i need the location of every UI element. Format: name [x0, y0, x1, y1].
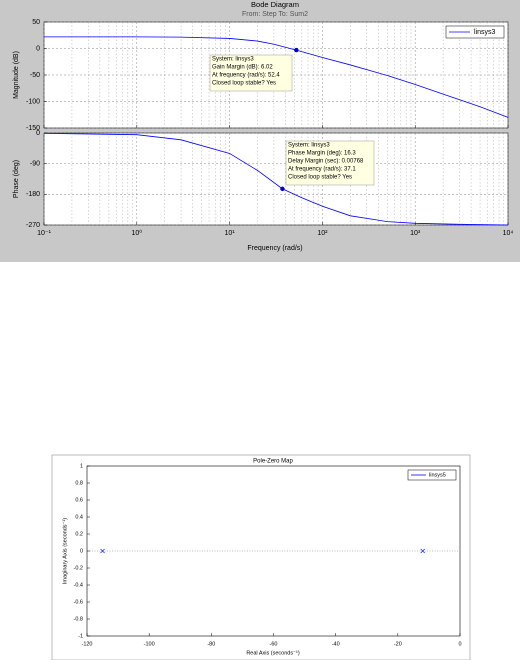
- y-tick-label: -1: [78, 633, 83, 639]
- datatip-box: [209, 54, 293, 92]
- chart-title: Bode Diagram: [251, 0, 299, 9]
- y-axis-label: Magnitude (dB): [13, 51, 20, 99]
- x-tick-label: 10²: [317, 230, 328, 237]
- x-tick-label: 10⁴: [503, 230, 514, 237]
- datatip-line: Gain Margin (dB): 6.02: [212, 65, 273, 71]
- y-tick-label: 0: [36, 45, 40, 52]
- x-tick-label: 0: [458, 641, 461, 647]
- y-tick-label: -270: [26, 222, 40, 229]
- x-tick-label: 10⁻¹: [37, 230, 51, 237]
- y-tick-label: 0.2: [75, 531, 83, 537]
- y-tick-label: -50: [30, 72, 40, 79]
- datatip-line: At frequency (rad/s): 52.4: [212, 73, 280, 79]
- x-tick-label: -100: [144, 641, 155, 647]
- y-tick-label: -0.2: [74, 565, 83, 571]
- y-tick-label: 0.6: [75, 497, 83, 503]
- datatip-line: At frequency (rad/s): 37.1: [288, 167, 356, 173]
- pole-marker: [420, 548, 425, 554]
- legend-label: linsys3: [474, 29, 496, 36]
- y-tick-label: 0: [36, 130, 40, 137]
- x-axis-label: Frequency (rad/s): [247, 245, 302, 252]
- datatip-line: Closed loop stable? Yes: [212, 81, 276, 87]
- y-tick-label: -0.4: [74, 582, 83, 588]
- y-tick-label: 50: [32, 19, 40, 26]
- pole-marker: [100, 548, 105, 554]
- margin-marker: [280, 186, 285, 192]
- y-tick-label: -180: [26, 191, 40, 198]
- datatip-line: Phase Margin (deg): 16.3: [288, 151, 356, 157]
- y-tick-label: -150: [26, 125, 40, 132]
- series-line: [44, 36, 509, 118]
- legend-box: [407, 469, 457, 481]
- y-axis-label: Phase (deg): [13, 160, 20, 198]
- y-tick-label: -0.6: [74, 599, 83, 605]
- datatip-line: Closed loop stable? Yes: [288, 175, 352, 181]
- x-tick-label: 10³: [410, 230, 421, 237]
- chart-subtitle: From: Step To: Sum2: [242, 11, 308, 18]
- margin-marker: [294, 47, 299, 53]
- x-axis-label: Real Axis (seconds⁻¹): [246, 650, 300, 656]
- y-tick-label: -0.8: [74, 616, 83, 622]
- x-tick-label: 10⁰: [132, 229, 143, 237]
- y-axis-label: Imaginary Axis (seconds⁻¹): [62, 518, 68, 584]
- x-tick-label: -80: [207, 641, 215, 647]
- legend-box: [445, 25, 505, 39]
- chart-title: Pole-Zero Map: [253, 459, 293, 465]
- legend-label: linsys5: [429, 472, 446, 478]
- x-tick-label: 10¹: [225, 230, 236, 237]
- x-tick-label: -20: [394, 641, 402, 647]
- series-line: [43, 132, 509, 226]
- y-tick-label: 0.8: [75, 480, 83, 486]
- datatip-box: [285, 140, 375, 186]
- y-tick-label: 0.4: [75, 514, 83, 520]
- datatip-line: System: linsys3: [212, 57, 254, 63]
- datatip-line: System: linsys3: [288, 143, 330, 149]
- y-tick-label: 1: [80, 463, 83, 469]
- y-tick-label: -100: [26, 98, 40, 105]
- y-tick-label: -90: [30, 161, 40, 168]
- datatip-line: Delay Margin (sec): 0.00768: [288, 159, 364, 165]
- y-tick-label: 0: [80, 548, 83, 554]
- plot-area: [43, 132, 509, 226]
- x-tick-label: -40: [332, 641, 340, 647]
- x-tick-label: -120: [81, 641, 92, 647]
- x-tick-label: -60: [270, 641, 278, 647]
